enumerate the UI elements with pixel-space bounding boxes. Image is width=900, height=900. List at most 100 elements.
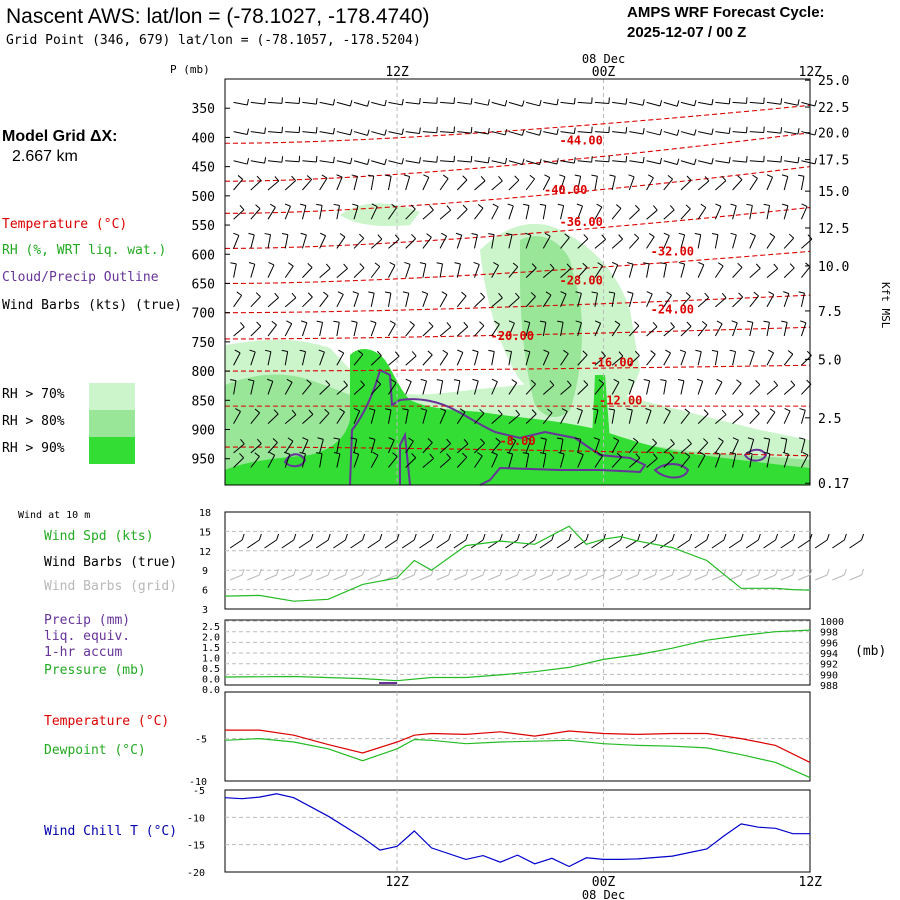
wind-barb-251 — [522, 452, 530, 468]
wind-barb-staff — [611, 238, 623, 249]
wind-barb-230 — [508, 262, 519, 278]
wind-barb-268 — [560, 157, 576, 164]
bottom-time-tick-00Z: 00Z — [592, 875, 616, 890]
panel1-left-tick-900: 900 — [192, 424, 215, 439]
cloud-outline-blob2 — [653, 463, 690, 479]
wind-barb-flag — [273, 409, 279, 415]
wind-barb-staff — [336, 176, 343, 191]
wind-barb-339 — [646, 174, 654, 191]
wind-barb-flag — [269, 451, 275, 456]
wind-barb-98 — [353, 100, 370, 107]
wind-barb-24 — [247, 378, 255, 395]
wind-barb-389 — [697, 409, 709, 425]
wind-barb-203 — [474, 292, 486, 308]
wind-barb-45 — [284, 175, 296, 191]
wind-barb-staff — [680, 234, 686, 249]
wind-barb-flag — [635, 204, 640, 210]
wind-barb-flag — [591, 156, 593, 163]
wind-barb-58 — [302, 155, 318, 163]
wind-barb-flag — [284, 203, 291, 207]
wind-barb-387 — [695, 349, 702, 366]
wind-barb-flag — [230, 379, 237, 382]
wind-barb-flag — [352, 291, 359, 295]
wind-barb-staff — [422, 354, 433, 366]
wind-barb-flag — [525, 232, 532, 236]
panel1-left-tick-600: 600 — [192, 248, 215, 263]
wind-barb-306 — [593, 437, 600, 454]
wind-barb-staff — [456, 326, 469, 337]
legend-rh90-swatch — [89, 437, 135, 464]
wind-barb-staff — [732, 234, 737, 249]
wind-barb-flag — [701, 320, 708, 326]
wind-barb-405 — [714, 451, 721, 468]
wind10-barb-flag-grid — [775, 568, 779, 576]
wind-barb-49 — [284, 292, 297, 308]
wind-barb-staff — [800, 206, 808, 220]
wind-barb-staff — [577, 322, 582, 337]
wind-barb-flag — [492, 203, 499, 208]
panel-pressure: 2.52.01.51.00.50.00.01000998996994992990… — [202, 617, 844, 696]
wind-barb-flag — [522, 452, 529, 455]
wind-barb-flag — [274, 292, 279, 298]
wind-barb-425 — [749, 232, 756, 249]
wind-barb-staff — [732, 351, 737, 366]
wind-barb-209 — [474, 452, 483, 468]
wind-barb-flag — [634, 321, 640, 327]
wind-barb-staff — [663, 209, 675, 220]
wind-barb-staff — [250, 296, 261, 308]
wind-barb-staff — [766, 176, 774, 191]
wind-barb-250 — [524, 437, 532, 454]
wind-barb-266 — [560, 97, 576, 105]
wind10-barb — [625, 533, 641, 581]
wind10-barb-flag-true — [448, 533, 452, 541]
wind-barb-17 — [250, 175, 262, 191]
wind-barb-flag — [773, 263, 779, 269]
temperature-contour-1 — [224, 132, 811, 182]
wind-barb-flag — [256, 321, 262, 327]
wind-barb-240 — [525, 158, 542, 166]
wind-barb-246 — [523, 320, 531, 337]
wind-barb-staff — [233, 295, 243, 308]
wind-barb-flag — [666, 291, 672, 296]
wind-barb-staff — [697, 442, 709, 454]
wind-barb-flag — [427, 438, 433, 443]
wind10-barb-staff-true — [453, 539, 467, 549]
wind-barb-52 — [284, 378, 293, 395]
wind-barb-flag — [530, 379, 536, 385]
wind-barb-87 — [336, 174, 343, 191]
wind-barb-staff — [370, 383, 382, 395]
wind-barb-flag — [264, 233, 271, 236]
panel3-frame — [224, 619, 811, 686]
wind-barb-189 — [456, 291, 467, 308]
wind-barb-flag — [325, 263, 331, 269]
wind-barb-flag — [763, 452, 770, 455]
wind-barb-flag — [488, 349, 495, 352]
wind-barb-110 — [350, 437, 358, 453]
wind-barb-320 — [611, 437, 620, 454]
wind-barb-flag — [487, 156, 490, 163]
wind-barb-421 — [749, 126, 765, 134]
panel3-right-tick-994: 994 — [820, 649, 838, 660]
wind-barb-flag — [753, 291, 759, 297]
wind-barb-staff — [749, 178, 758, 191]
wind-barb-staff — [301, 234, 307, 249]
wind-barb-staff — [663, 101, 678, 107]
wind10-barb — [350, 533, 366, 581]
wind-barb-staff — [646, 160, 661, 165]
wind-barb-staff — [766, 268, 779, 279]
wind-barb-272 — [560, 263, 572, 278]
wind-barb-flag — [789, 263, 795, 269]
wind-barb-flag — [768, 349, 774, 354]
wind-barb-staff — [267, 413, 279, 425]
wind10-barb-staff-grid — [229, 574, 243, 581]
wind-barb-staff — [508, 101, 523, 107]
wind-barb-flag — [463, 321, 469, 328]
wind-barb-30 — [267, 156, 284, 163]
wind-barb-flag — [239, 453, 245, 459]
wind-barb-flag — [332, 156, 335, 163]
wind-barb-19 — [248, 232, 255, 249]
wind-barb-flag — [349, 128, 353, 136]
wind-barb-435 — [766, 127, 783, 134]
wind-barb-flag — [659, 100, 663, 107]
wind-barb-staff — [336, 352, 345, 366]
